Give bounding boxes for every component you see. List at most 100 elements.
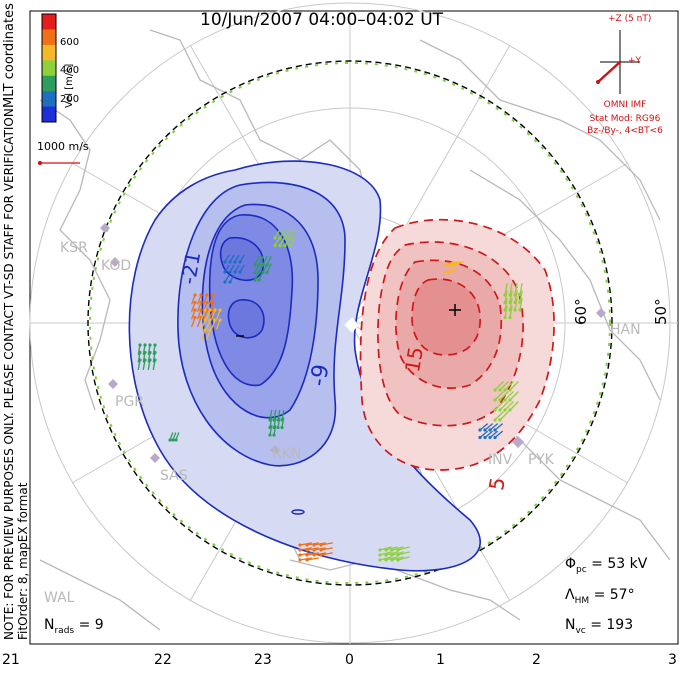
site-ksr: KSR [60,240,88,256]
velocity-vector-origin [174,438,178,442]
velocity-vector-origin [203,308,207,312]
velocity-vector [262,255,268,266]
velocity-vector-origin [228,280,232,284]
velocity-vector-origin [253,270,257,275]
velocity-vector-origin [233,260,237,264]
velocity-vector-origin [298,548,302,552]
lat-label-60: 60° [572,298,590,325]
velocity-vector-origin [205,300,209,305]
velocity-vector-origin [265,270,269,275]
velocity-vector [200,329,206,340]
velocity-vector-origin [153,343,157,347]
velocity-vector-origin [443,263,447,267]
site-han: HAN [610,322,641,338]
velocity-vector-origin [148,358,152,362]
velocity-vector-origin [493,428,497,432]
velocity-vector-origin [508,388,512,392]
site-kod: KOD [101,258,132,274]
velocity-vector-origin [443,270,447,275]
lat-label-50: 50° [652,298,670,325]
velocity-vector-origin [208,308,212,312]
velocity-vector [274,229,281,239]
velocity-vector-origin [446,263,450,267]
velocity-vector [281,410,285,421]
velocity-vector [273,425,277,436]
velocity-vector [519,298,523,311]
velocity-vector [277,410,281,421]
velocity-vector [205,319,211,330]
velocity-vector [484,430,494,438]
velocity-vector-origin [171,438,175,442]
velocity-vector-origin [193,293,197,297]
velocity-vector [269,410,273,421]
velocity-vector-origin [143,350,147,355]
colorbar-swatch [42,91,56,108]
imf-vector-dot [596,80,600,84]
velocity-vector-origin [503,398,507,402]
velocity-vector [479,423,489,431]
velocity-vector [196,294,202,305]
velocity-vector-origin [138,343,142,347]
velocity-vector [320,547,333,551]
stat-nrads: Nrads = 9 [44,617,104,636]
velocity-vector-origin [272,433,276,437]
velocity-vector-origin [193,300,197,305]
velocity-vector [504,298,508,311]
velocity-vector [489,423,499,431]
stat-phi-pc: Φpc = 53 kV [565,556,647,575]
velocity-vector-origin [148,350,152,355]
negative-contour-island [291,509,305,515]
velocity-vector-origin [153,358,157,362]
velocity-vector [509,391,519,401]
velocity-vector [519,283,523,296]
velocity-vector [200,309,206,320]
coords-label: MLT coordinates [2,3,17,108]
velocity-vector-origin [452,263,456,267]
velocity-vector [514,290,518,303]
velocity-vector-origin [493,398,497,402]
imf-y-label: +Y [628,56,642,66]
stat-phi-value: = 53 kV [591,556,648,572]
velocity-vector [137,352,141,363]
site-rkn: RKN [272,446,302,462]
velocity-vector [273,410,277,421]
velocity-vector [190,317,196,328]
velocity-vector [266,263,272,273]
velocity-vector [142,359,146,370]
velocity-vectors [137,229,523,562]
scale-vector-dot [38,161,42,165]
velocity-vector [258,263,264,273]
velocity-vector [509,305,513,318]
velocity-vector [509,298,513,311]
stat-nvc-sub: vc [575,625,586,636]
velocity-vector-origin [305,558,309,562]
stat-nrads-symbol: N [44,617,55,633]
velocity-vector-origin [199,308,203,312]
velocity-vector [215,309,221,320]
velocity-vector [279,229,286,239]
mlt-tick-1: 1 [436,652,445,668]
velocity-vector [519,290,523,303]
velocity-vector-origin [218,308,222,312]
velocity-vector-origin [211,300,215,305]
velocity-vector-origin [203,328,207,332]
site-pyk: PYK [528,452,554,468]
stat-nrads-sub: rads [54,625,75,636]
velocity-vector-origin [478,435,482,440]
imf-condition: Bz-/By-, 4<BT<6 [587,126,663,136]
velocity-vector-origin [498,398,502,402]
velocity-vector-origin [518,308,522,312]
velocity-vector-origin [305,543,309,547]
positive-contour-4 [411,278,481,356]
velocity-vector-origin [257,278,261,282]
stat-phi-symbol: Φ [565,556,577,572]
velocity-vector [320,552,333,556]
velocity-vector-origin [312,553,316,557]
velocity-vector-origin [319,548,323,552]
velocity-vector [152,359,156,370]
velocity-vector-origin [253,278,257,282]
velocity-vector [266,255,272,266]
velocity-vector [196,317,202,328]
colorbar-swatch [42,75,56,92]
velocity-vector-origin [208,318,212,322]
